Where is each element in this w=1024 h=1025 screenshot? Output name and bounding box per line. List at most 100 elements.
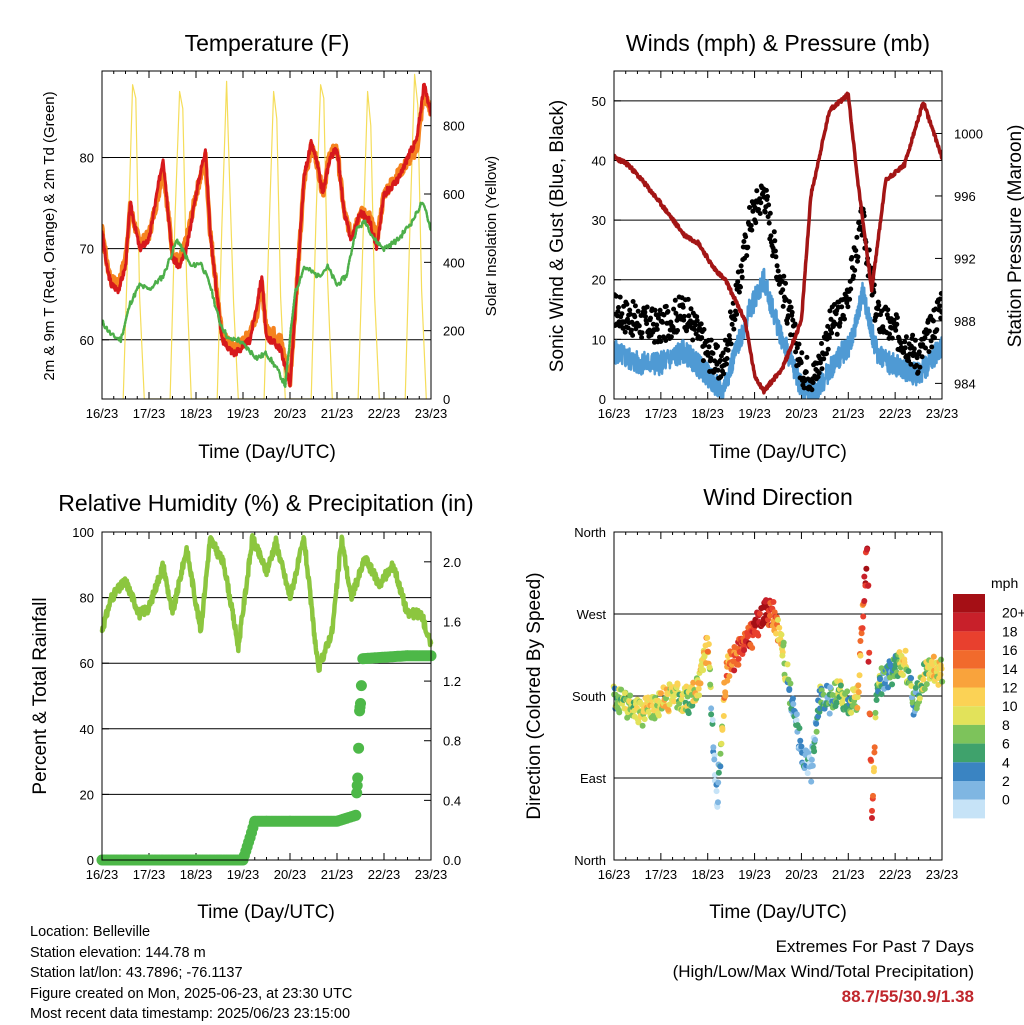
extremes-box: Extremes For Past 7 Days (High/Low/Max W… [673, 934, 974, 1009]
direction-point [708, 711, 715, 718]
humidity-xlabel: Time (Day/UTC) [197, 902, 335, 923]
y-tick-label: 30 [592, 213, 606, 228]
direction-point [717, 750, 724, 757]
x-tick-label: 18/23 [180, 867, 213, 882]
direction-point [771, 609, 778, 616]
legend-swatch [953, 799, 985, 819]
direction-point [651, 715, 658, 722]
y-right-tick-label: 992 [954, 251, 976, 266]
humidity-series [96, 533, 437, 866]
direction-plot: 16/23 17/23 18/23 19/23 20/23 21/23 22/23 23/23… [572, 525, 958, 882]
direction-point [717, 763, 724, 770]
direction-point [714, 803, 721, 810]
direction-point [921, 685, 928, 692]
x-tick-label: 18/23 [180, 406, 213, 421]
direction-point [889, 681, 896, 688]
y-right-tick-label: 1000 [954, 126, 983, 141]
legend-swatch [953, 781, 985, 800]
direction-point [621, 690, 628, 697]
legend-swatch [953, 594, 985, 613]
direction-point [715, 769, 722, 776]
legend-swatch [953, 706, 985, 725]
direction-point [611, 685, 618, 692]
direction-point [780, 642, 787, 649]
direction-point [704, 634, 711, 641]
direction-point [937, 671, 944, 678]
direction-point [705, 641, 712, 648]
x-tick-label: 17/23 [133, 406, 166, 421]
winds-series [614, 91, 942, 399]
direction-point [789, 695, 796, 702]
x-tick-label: 16/23 [86, 867, 119, 882]
created-text: Figure created on Mon, 2025-06-23, at 23… [30, 985, 353, 1002]
x-tick-label: 16/23 [86, 406, 119, 421]
x-tick-label: 21/23 [321, 867, 354, 882]
legend-swatch [953, 762, 985, 781]
y-right-tick-label: 984 [954, 376, 976, 391]
y-tick-label: 0 [87, 853, 94, 868]
x-tick-label: 17/23 [645, 867, 678, 882]
direction-point [657, 690, 664, 697]
direction-point [713, 788, 720, 795]
rh-line [99, 533, 434, 673]
latlon-text: Station lat/lon: 43.7896; -76.1137 [30, 965, 243, 981]
speed-legend: mph 20+ 18 16 14 12 10 8 6 4 2 0 [953, 575, 1024, 819]
plot-border [101, 531, 432, 861]
direction-point [809, 762, 816, 769]
direction-point [641, 716, 648, 723]
direction-point [701, 653, 708, 660]
direction-point [655, 712, 662, 719]
direction-point [912, 684, 919, 691]
direction-point [905, 668, 912, 675]
temperature-plot: 16/23 17/23 18/23 19/23 20/23 21/23 22/23 23/23… [80, 70, 465, 421]
direction-point [923, 681, 930, 688]
direction-point [755, 632, 762, 639]
direction-point [861, 573, 868, 580]
direction-point [697, 680, 704, 687]
direction-point [709, 717, 716, 724]
winds-plot: 16/23 17/23 18/23 19/23 20/23 21/23 22/23 23/23… [592, 70, 983, 421]
direction-panel: Wind Direction Time (Day/UTC) Direction … [524, 484, 958, 923]
x-tick-label: 19/23 [738, 406, 771, 421]
y-tick-label: 70 [80, 242, 94, 257]
x-tick-label: 23/23 [926, 406, 959, 421]
direction-point [868, 815, 875, 822]
direction-point [873, 697, 880, 704]
direction-point [779, 652, 786, 659]
direction-point [704, 648, 711, 655]
direction-point [868, 807, 875, 814]
legend-swatch [953, 650, 985, 669]
precip-points [96, 650, 437, 866]
direction-point [710, 744, 717, 751]
y-tick-label: 60 [80, 333, 94, 348]
x-tick-label: 18/23 [691, 867, 724, 882]
legend-swatch [953, 668, 985, 688]
y-right-tick-label: 600 [443, 187, 465, 202]
y-tick-label: 60 [80, 656, 94, 671]
direction-point [854, 694, 861, 701]
direction-point [714, 799, 721, 806]
direction-point [708, 705, 715, 712]
direction-point [857, 652, 864, 659]
direction-point [711, 756, 718, 763]
x-tick-label: 18/23 [691, 406, 724, 421]
temperature-ylabel-right: Solar Insolation (Yellow) [483, 156, 500, 316]
legend-label: 6 [1002, 736, 1010, 752]
direction-point [627, 692, 634, 699]
direction-point [858, 630, 865, 637]
direction-point [707, 681, 714, 688]
direction-point [666, 701, 673, 708]
direction-point [796, 725, 803, 732]
direction-point [916, 695, 923, 702]
legend-label: 14 [1002, 661, 1018, 677]
direction-point [908, 682, 915, 689]
direction-point [700, 667, 707, 674]
y-right-tick-label: 1.6 [443, 614, 461, 629]
wind-line [614, 267, 942, 399]
direction-title: Wind Direction [703, 484, 853, 510]
direction-point [854, 704, 861, 711]
extremes-heading: Extremes For Past 7 Days [775, 937, 974, 956]
direction-point [902, 647, 909, 654]
direction-point [778, 631, 785, 638]
direction-point [826, 710, 833, 717]
